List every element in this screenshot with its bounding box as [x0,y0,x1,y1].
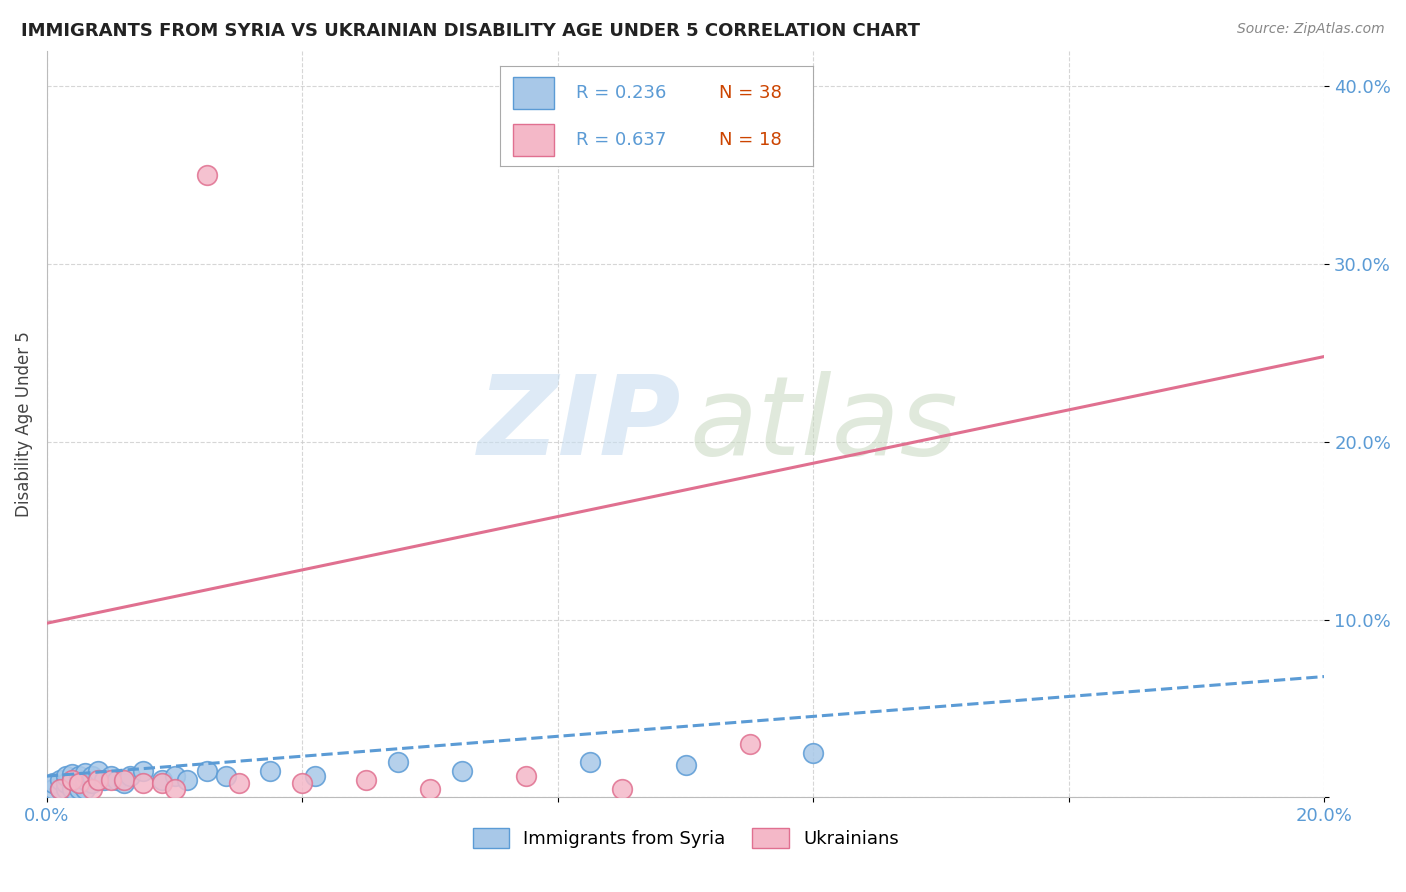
Point [304,769,326,783]
Text: IMMIGRANTS FROM SYRIA VS UKRAINIAN DISABILITY AGE UNDER 5 CORRELATION CHART: IMMIGRANTS FROM SYRIA VS UKRAINIAN DISAB… [21,22,920,40]
Point [579,755,602,769]
Point [87,772,110,787]
Point [48,772,70,787]
Point [100,769,122,783]
Point [87,764,110,778]
Point [387,755,409,769]
Point [80,781,103,796]
Point [62,781,84,796]
Point [67,769,90,783]
Point [62,772,84,787]
Point [803,746,825,760]
Text: Source: ZipAtlas.com: Source: ZipAtlas.com [1237,22,1385,37]
Point [228,776,250,790]
Point [215,769,238,783]
Point [291,776,314,790]
Point [105,772,128,787]
Point [55,776,77,790]
Text: ZIP: ZIP [478,370,682,477]
Point [131,764,153,778]
Point [55,781,77,796]
Point [42,776,65,790]
Point [75,765,97,780]
Point [62,772,84,787]
Point [176,772,198,787]
Point [75,772,97,787]
Point [48,781,70,796]
Legend: Immigrants from Syria, Ukrainians: Immigrants from Syria, Ukrainians [465,821,905,855]
Text: atlas: atlas [689,370,957,477]
Point [259,764,281,778]
Point [80,776,103,790]
Point [150,772,173,787]
Point [150,776,173,790]
Point [42,781,65,796]
Point [87,772,110,787]
Point [451,764,474,778]
Point [80,769,103,783]
Point [112,772,135,787]
Point [100,772,122,787]
Point [112,776,135,790]
Point [515,769,537,783]
Point [738,737,761,751]
Point [62,767,84,781]
Point [195,168,218,182]
Point [67,781,90,796]
Y-axis label: Disability Age Under 5: Disability Age Under 5 [15,331,32,517]
Point [610,781,633,796]
Point [67,776,90,790]
Point [163,769,186,783]
Point [75,781,97,796]
Point [163,781,186,796]
Point [131,776,153,790]
Point [118,769,141,783]
Point [67,776,90,790]
Point [675,758,697,772]
Point [195,764,218,778]
Point [93,772,115,787]
Point [55,769,77,783]
Point [356,772,378,787]
Point [419,781,441,796]
Point [48,781,70,796]
